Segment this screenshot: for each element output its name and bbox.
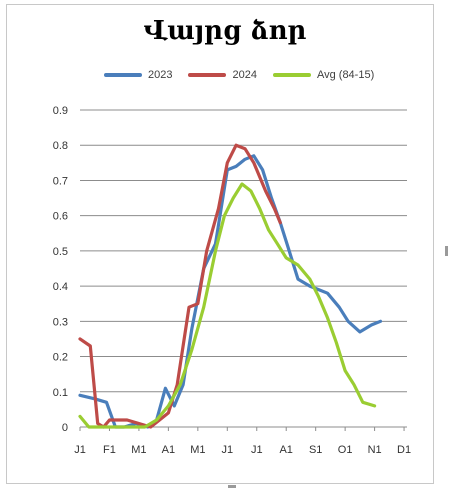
series-line-avg-84-15 [78,182,377,429]
y-tick-label: 0.8 [53,140,68,152]
y-tick-label: 0.3 [53,316,68,328]
legend-swatch-avg [272,73,311,77]
x-tick-label: D1 [397,444,411,456]
legend-swatch-2023 [104,73,142,77]
legend-label-2024: 2024 [232,69,257,81]
resize-handle-right[interactable] [445,246,448,256]
y-tick-label: 0.7 [53,175,68,187]
resize-handle-bottom[interactable] [228,485,236,488]
series-line-2023 [78,154,383,429]
y-tick-label: 0.2 [53,352,68,364]
x-tick-label: J1 [221,444,233,456]
x-tick-label: J1 [251,444,263,456]
x-tick-label: J1 [74,444,86,456]
legend-label-2023: 2023 [148,69,173,81]
legend-label-avg: Avg (84-15) [316,69,375,81]
x-tick-label: M1 [190,444,205,456]
x-tick-label: O1 [338,444,353,456]
x-tick-label: N1 [368,444,382,456]
x-tick-label: F1 [103,444,116,456]
legend-swatch-2024 [188,73,227,77]
x-tick-label: A1 [162,444,175,456]
x-tick-label: S1 [309,444,322,456]
x-tick-label: M1 [131,444,146,456]
chart-legend: 2023 2024 Avg (84-15) [104,66,390,84]
y-tick-label: 0.9 [53,105,68,117]
y-tick-label: 0.1 [53,387,68,399]
legend-item-avg: Avg (84-15) [272,69,375,81]
series-line-2024 [78,143,282,429]
chart-area[interactable] [6,4,434,484]
y-tick-label: 0.5 [53,246,68,258]
y-tick-label: 0.4 [53,281,68,293]
chart-title: Վայրց ձոր [143,16,307,46]
legend-item-2023: 2023 [104,69,172,81]
x-tick-label: A1 [279,444,292,456]
legend-item-2024: 2024 [188,69,257,81]
y-tick-label: 0.6 [53,211,68,223]
y-tick-label: 0 [62,422,68,434]
